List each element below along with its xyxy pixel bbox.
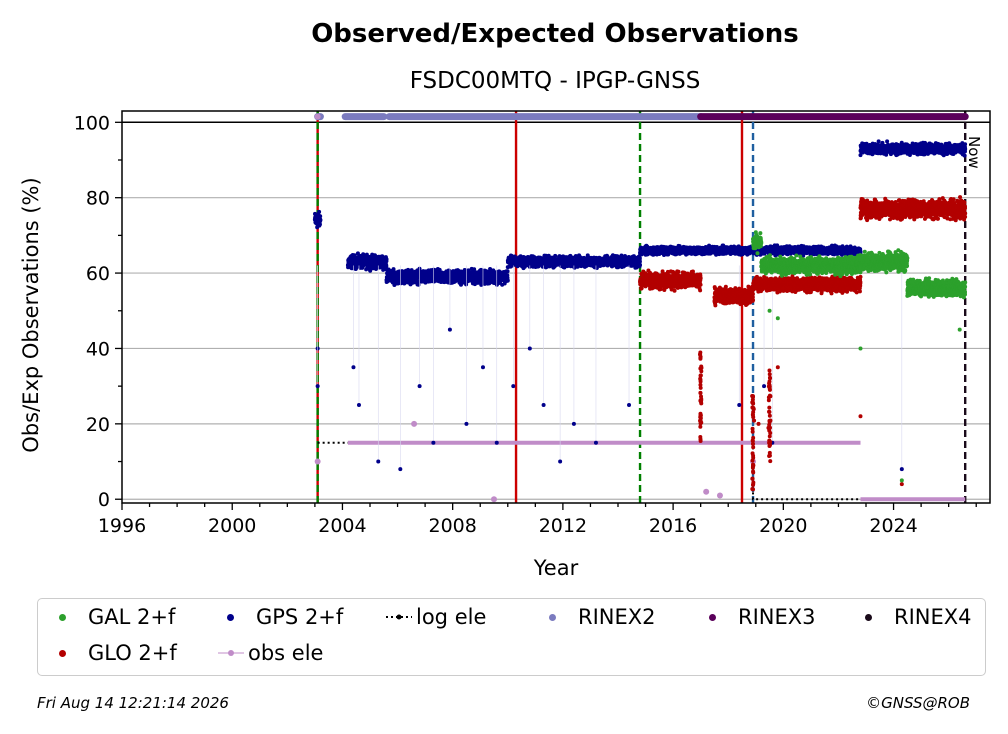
gps-point (317, 222, 322, 227)
obs-ele-point (703, 488, 710, 495)
gps-point (637, 256, 642, 261)
chart-subtitle: FSDC00MTQ - IPGP-GNSS (410, 68, 701, 94)
gps-point (384, 257, 389, 262)
obs-ele-point (716, 492, 723, 499)
obs-ele-point (314, 458, 321, 465)
chart-title: Observed/Expected Observations (311, 19, 799, 49)
gps-point (384, 264, 389, 269)
gps-point (505, 269, 510, 274)
obs-ele-point (491, 496, 497, 503)
plot-background (122, 111, 990, 503)
obs-ele-point (411, 420, 418, 427)
gps-point (318, 218, 323, 223)
gps-point (505, 278, 510, 283)
gps-point (391, 267, 396, 272)
gps-point (317, 209, 322, 214)
obs-ele-point (314, 113, 321, 120)
gps-point (318, 214, 323, 219)
gps-point (638, 263, 643, 268)
now-label: Now (965, 136, 983, 169)
gps-point (637, 259, 642, 264)
